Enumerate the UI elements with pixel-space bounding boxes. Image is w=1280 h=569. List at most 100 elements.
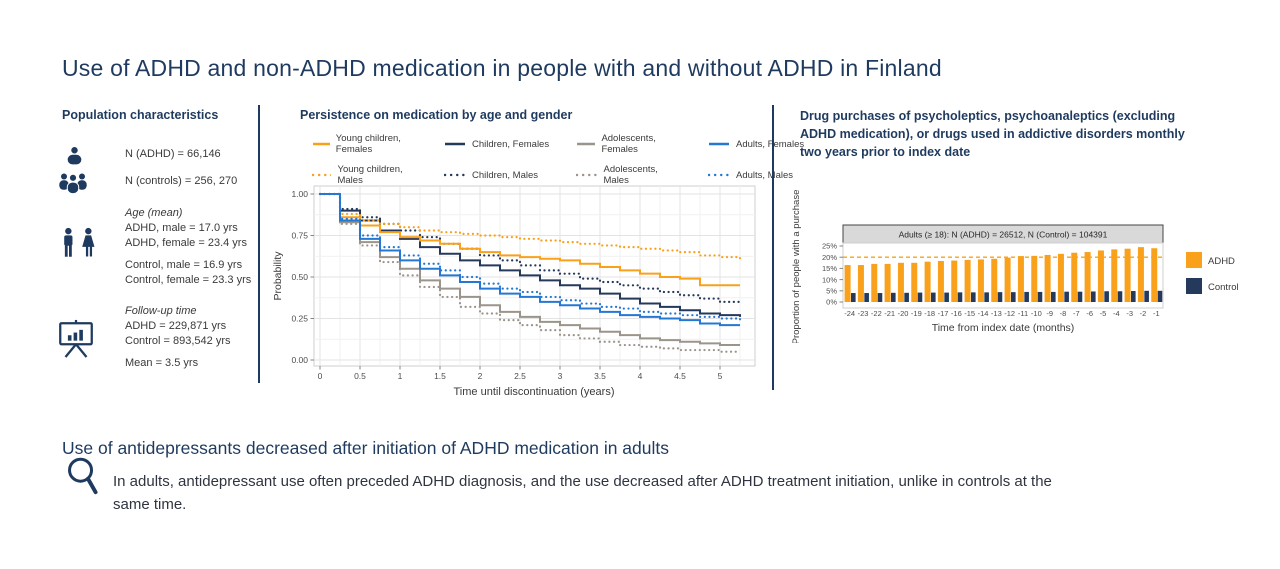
svg-text:3.5: 3.5 [594,371,606,381]
bar-control [1064,291,1069,302]
svg-text:1.00: 1.00 [291,189,308,199]
bar-adhd [857,265,864,302]
age-adhd-male: ADHD, male = 17.0 yrs [125,222,238,234]
svg-text:4.5: 4.5 [674,371,686,381]
solid-line-swatch [709,142,729,146]
bar-control [877,293,883,302]
km-series-1 [320,193,741,317]
bar-adhd [1097,250,1104,302]
dotted-line-swatch [708,173,730,177]
bar-adhd [1017,256,1024,302]
km-series-6 [318,192,742,353]
svg-text:10%: 10% [822,275,837,284]
bar-control [864,293,869,302]
bar-chart: Adults (≥ 18): N (ADHD) = 26512, N (Cont… [791,190,1239,343]
svg-text:1.5: 1.5 [434,371,446,381]
km-legend-entry: Young children, Females [312,133,420,155]
svg-text:25%: 25% [822,242,837,251]
bar-control [997,292,1003,302]
bar-control [1117,291,1123,302]
svg-text:1: 1 [398,371,403,381]
svg-text:-22: -22 [871,309,882,318]
bar-control [1024,291,1029,302]
svg-text:2: 2 [478,371,483,381]
bar-control [917,292,923,302]
svg-text:-6: -6 [1086,309,1093,318]
km-legend-label: Adults, Males [736,169,794,181]
svg-text:15%: 15% [822,264,837,273]
divider-left [258,105,260,383]
dotted-line-swatch [444,173,466,177]
km-legend-entry: Adults, Males [708,164,816,186]
age-adhd-female: ADHD, female = 23.4 yrs [125,237,247,249]
svg-text:-17: -17 [938,309,949,318]
persistence-heading: Persistence on medication by age and gen… [300,108,573,122]
svg-text:Control: Control [1208,282,1239,293]
purchases-panel: Drug purchases of psycholeptics, psychoa… [788,100,1280,430]
svg-text:-18: -18 [924,309,935,318]
km-legend: Young children, Females Children, Females… [312,133,816,186]
svg-text:3: 3 [558,371,563,381]
km-legend-label: Children, Males [472,169,538,181]
bar-adhd [1057,253,1064,302]
dotted-line-swatch [312,173,332,177]
presentation-chart-icon [55,318,97,365]
svg-text:ADHD: ADHD [1208,256,1235,267]
bar-control [984,292,989,302]
km-legend-label: Adolescents, Males [603,164,658,186]
km-series-7 [318,192,742,322]
magnifier-icon [64,454,104,503]
legend-swatch-control [1186,278,1202,294]
km-legend-entry: Children, Females [444,133,552,155]
km-legend-label: Adolescents, Females [601,133,656,155]
bar-adhd [1071,252,1078,302]
bar-adhd [1044,254,1051,302]
svg-text:20%: 20% [822,253,837,262]
svg-text:2.5: 2.5 [514,371,526,381]
km-legend-entry: Young children, Males [312,164,420,186]
solid-line-swatch [313,142,330,146]
svg-text:Probability: Probability [272,251,284,301]
km-legend-row: Young children, Females Children, Females… [312,133,816,155]
svg-text:-12: -12 [1004,309,1015,318]
followup-mean: Mean = 3.5 yrs [125,357,199,369]
bar-adhd [964,259,971,302]
bar-control [851,293,856,302]
n-controls: N (controls) = 256, 270 [125,175,238,187]
bar-control [1077,291,1083,302]
bar-adhd [911,262,918,302]
svg-text:-19: -19 [911,309,922,318]
person-icon [64,145,85,171]
bar-adhd [951,260,958,302]
svg-text:Time until discontinuation (ye: Time until discontinuation (years) [454,386,615,398]
dotted-line-swatch [576,173,598,177]
bar-control [931,292,936,302]
divider-right [772,105,774,390]
followup-control: Control = 893,542 yrs [125,335,231,347]
bar-adhd [884,263,891,302]
solid-line-swatch [577,142,596,146]
bar-adhd [1124,248,1131,302]
svg-text:0.50: 0.50 [291,272,308,282]
svg-text:-20: -20 [898,309,909,318]
km-series-3 [320,193,740,327]
bar-adhd [871,263,878,302]
bar-adhd [1084,252,1091,302]
bar-control [1131,291,1136,302]
km-legend-label: Young children, Females [335,133,401,155]
bar-control [904,292,909,302]
svg-text:-1: -1 [1153,309,1160,318]
age-heading: Age (mean) [125,207,183,219]
bar-adhd [1137,247,1144,302]
svg-text:-2: -2 [1140,309,1147,318]
svg-text:5: 5 [718,371,723,381]
km-legend-entry: Children, Males [444,164,552,186]
bar-control [944,292,949,302]
km-legend-entry: Adults, Females [708,133,816,155]
age-control-male: Control, male = 16.9 yrs [125,259,243,271]
bar-control [1144,290,1149,302]
legend-swatch-adhd [1186,252,1202,268]
finding-text: In adults, antidepressant use often prec… [113,473,1052,514]
bar-adhd [1111,249,1118,302]
